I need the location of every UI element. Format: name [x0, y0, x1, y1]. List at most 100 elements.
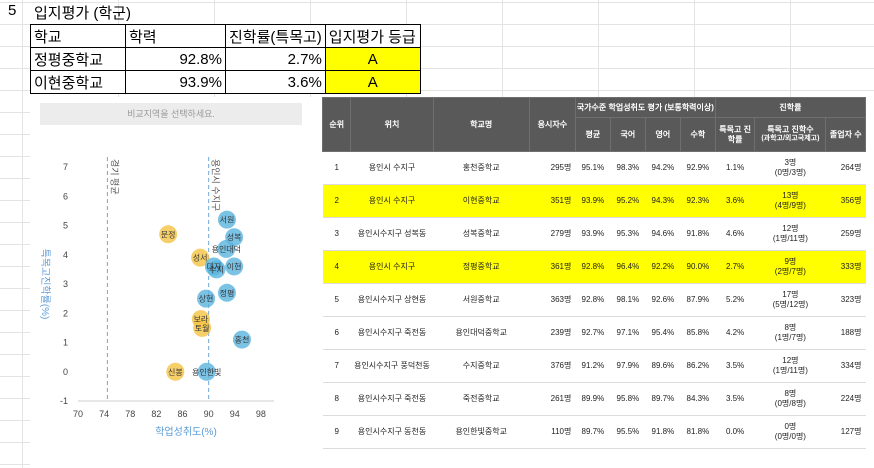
- summary-header-school[interactable]: 학교: [30, 24, 126, 48]
- summary-school-cell[interactable]: 이현중학교: [30, 70, 126, 94]
- special-count-detail: (5명/12명): [772, 300, 809, 309]
- graduates-cell: 259명: [825, 217, 866, 251]
- scatter-point: [166, 362, 185, 381]
- summary-grade-cell[interactable]: A: [324, 47, 421, 71]
- scatter-point: [159, 225, 178, 244]
- summary-grade-cell[interactable]: A: [324, 70, 421, 94]
- rank-cell: 9: [322, 415, 351, 449]
- korean-cell: 97.9%: [610, 349, 646, 383]
- special-count-detail: (1명/11명): [772, 234, 808, 243]
- summary-table: 학교 학력 진학률(특목고) 입지평가 등급 정평중학교 92.8% 2.7% …: [30, 24, 421, 94]
- summary-rate-cell[interactable]: 2.7%: [225, 47, 326, 71]
- special-rate-cell: 3.5%: [715, 349, 755, 383]
- special-count-detail: (2명/7명): [774, 267, 806, 276]
- header-special-rate[interactable]: 특목고 진학률: [714, 117, 756, 152]
- location-cell: 용인시수지구 동천동: [350, 415, 434, 449]
- graduates-cell: 356명: [825, 184, 866, 218]
- school-row[interactable]: 7 용인시수지구 풍덕천동 수지중학교 376명 91.2% 97.9% 89.6% 86.2…: [322, 349, 866, 383]
- school-row[interactable]: 1 용인시 수지구 홍천중학교 295명 95.1% 98.3% 94.2% 92.9% 1.1…: [322, 151, 866, 185]
- korean-cell: 95.2%: [610, 184, 646, 218]
- header-applicants[interactable]: 응시자수: [528, 97, 576, 152]
- avg-cell: 93.9%: [575, 217, 611, 251]
- header-graduates[interactable]: 졸업자 수: [825, 117, 866, 152]
- scatter-point: [207, 260, 226, 279]
- region-selector[interactable]: 비교지역을 선택하세요.: [40, 103, 302, 125]
- point-label: 보라: [193, 315, 208, 324]
- applicants-cell: 363명: [529, 283, 576, 317]
- school-row[interactable]: 9 용인시수지구 동천동 용인한빛중학교 110명 89.7% 95.5% 91.8% 81.…: [322, 415, 866, 449]
- special-rate-cell: 1.1%: [715, 151, 755, 185]
- summary-header-grade[interactable]: 입지평가 등급: [324, 24, 421, 48]
- point-label: 신봉: [168, 368, 183, 377]
- school-name-cell: 서원중학교: [433, 283, 530, 317]
- point-label: 상현: [199, 294, 214, 304]
- english-cell: 91.8%: [645, 415, 681, 449]
- special-count-cell: 8명 (1명/7명): [754, 316, 826, 350]
- location-cell: 용인시수지구 죽전동: [350, 316, 434, 350]
- special-rate-cell: 3.6%: [715, 184, 755, 218]
- math-cell: 84.3%: [680, 382, 716, 416]
- english-cell: 92.2%: [645, 250, 681, 284]
- math-cell: 92.9%: [680, 151, 716, 185]
- summary-row: 정평중학교 92.8% 2.7% A: [30, 47, 421, 71]
- header-special-count-label: 특목고 진학수: [767, 125, 814, 135]
- school-name-cell: 정평중학교: [433, 250, 530, 284]
- summary-score-cell[interactable]: 92.8%: [125, 47, 226, 71]
- avg-cell: 92.8%: [575, 250, 611, 284]
- sheet-title: 입지평가 (학군): [34, 5, 131, 22]
- header-english[interactable]: 영어: [644, 117, 681, 152]
- header-math[interactable]: 수학: [679, 117, 716, 152]
- header-avg[interactable]: 평균: [574, 117, 611, 152]
- header-group-achievement: 국가수준 학업성취도 평가 (보통학력이상): [574, 97, 716, 118]
- x-tick-label: 98: [256, 409, 266, 419]
- header-location[interactable]: 위치: [350, 97, 434, 152]
- x-tick-label: 74: [99, 409, 109, 419]
- school-row[interactable]: 4 용인시 수지구 정평중학교 361명 92.8% 96.4% 92.2% 90.0% 2.7…: [322, 250, 866, 284]
- korean-cell: 98.1%: [610, 283, 646, 317]
- point-label: 수지: [209, 265, 224, 274]
- location-cell: 용인시수지구 죽전동: [350, 382, 434, 416]
- school-row[interactable]: 8 용인시수지구 죽전동 죽전중학교 261명 89.9% 95.8% 89.7% 84.3%…: [322, 382, 866, 416]
- korean-cell: 95.5%: [610, 415, 646, 449]
- school-ranking-table-panel: 순위 위치 학교명 응시자수 국가수준 학업성취도 평가 (보통학력이상) 진학…: [322, 97, 874, 468]
- rank-cell: 4: [322, 250, 351, 284]
- summary-school-cell[interactable]: 정평중학교: [30, 47, 126, 71]
- school-row[interactable]: 3 용인시수지구 성복동 성복중학교 279명 93.9% 95.3% 94.6% 91.8%…: [322, 217, 866, 251]
- special-count-cell: 0명 (0명/0명): [754, 415, 826, 449]
- school-row[interactable]: 2 용인시 수지구 이현중학교 351명 93.9% 95.2% 94.3% 92.3% 3.6…: [322, 184, 866, 218]
- applicants-cell: 295명: [529, 151, 576, 185]
- applicants-cell: 239명: [529, 316, 576, 350]
- x-tick-label: 82: [151, 409, 161, 419]
- school-row[interactable]: 6 용인시수지구 죽전동 용인대덕중학교 239명 92.7% 97.1% 95.4% 85.…: [322, 316, 866, 350]
- school-row[interactable]: 5 용인시수지구 상현동 서원중학교 363명 92.8% 98.1% 92.6% 87.9%…: [322, 283, 866, 317]
- special-rate-cell: 3.5%: [715, 382, 755, 416]
- applicants-cell: 376명: [529, 349, 576, 383]
- special-count-cell: 9명 (2명/7명): [754, 250, 826, 284]
- header-group-advance: 진학률: [714, 97, 867, 118]
- point-label: 홍천: [235, 335, 250, 345]
- summary-header-row: 학교 학력 진학률(특목고) 입지평가 등급: [30, 24, 421, 48]
- graduates-cell: 333명: [825, 250, 866, 284]
- summary-rate-cell[interactable]: 3.6%: [225, 70, 326, 94]
- header-special-count[interactable]: 특목고 진학수 (과학고/외고국제고): [754, 117, 827, 152]
- summary-score-cell[interactable]: 93.9%: [125, 70, 226, 94]
- summary-header-score[interactable]: 학력: [125, 24, 226, 48]
- y-tick-label: 7: [63, 162, 68, 172]
- school-ranking-table: 순위 위치 학교명 응시자수 국가수준 학업성취도 평가 (보통학력이상) 진학…: [322, 97, 867, 449]
- korean-cell: 95.3%: [610, 217, 646, 251]
- header-special-count-sub: (과학고/외고국제고): [761, 135, 820, 143]
- point-label: 서원: [220, 216, 235, 225]
- avg-cell: 92.8%: [575, 283, 611, 317]
- x-tick-label: 94: [230, 409, 240, 419]
- header-school[interactable]: 학교명: [432, 97, 530, 152]
- summary-header-rate[interactable]: 진학률(특목고): [225, 24, 326, 48]
- location-cell: 용인시수지구 상현동: [350, 283, 434, 317]
- special-count-detail: (0명/0명): [774, 432, 806, 441]
- header-rank[interactable]: 순위: [322, 97, 352, 152]
- y-tick-label: 4: [63, 250, 68, 260]
- location-cell: 용인시수지구 성복동: [350, 217, 434, 251]
- graduates-cell: 264명: [825, 151, 866, 185]
- special-rate-cell: 4.6%: [715, 217, 755, 251]
- header-korean[interactable]: 국어: [609, 117, 646, 152]
- rank-cell: 1: [322, 151, 351, 185]
